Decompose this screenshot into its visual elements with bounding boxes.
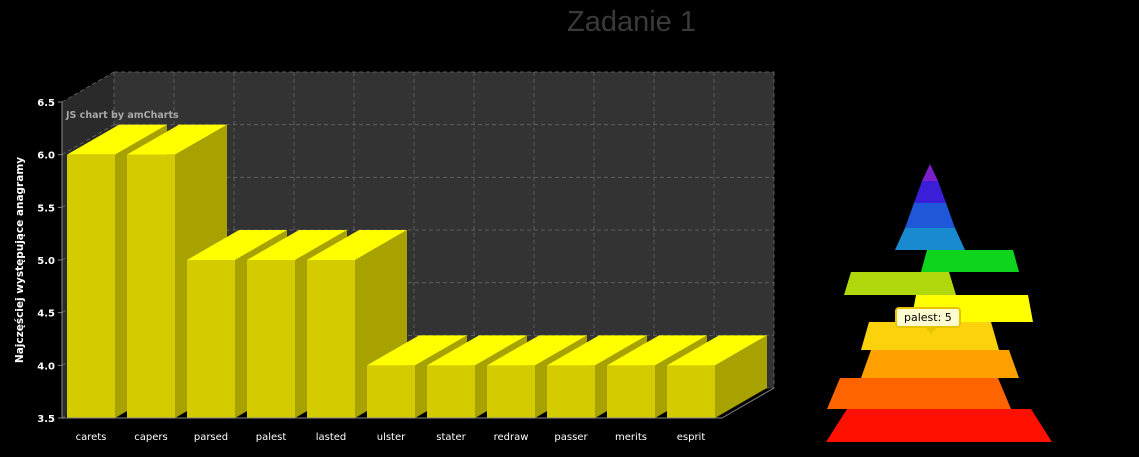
bar-top[interactable] [127,124,227,155]
x-axis: carets capers parsed palest lasted ulster stat… [62,387,775,443]
x-tick-label: stater [436,432,466,443]
x-tick-label: merits [615,432,647,443]
credit-text[interactable]: JS chart by amCharts [65,110,179,121]
y-tick-label: 4.5 [37,309,55,320]
pyramid-slice[interactable] [861,322,999,350]
pyramid-slice[interactable] [921,250,1019,272]
x-tick-label: ulster [377,432,406,443]
bar-front[interactable] [247,260,295,418]
bar-top[interactable] [247,230,347,260]
bar-top[interactable] [367,335,467,366]
y-axis: 3.5 4.0 4.5 5.0 5.5 6.0 6.5 [37,98,63,425]
bar-front[interactable] [427,365,475,418]
x-tick-label: lasted [316,432,347,443]
pyramid-tooltip: palest: 5 [895,307,961,334]
grid-line [61,71,115,103]
bar-esprit[interactable] [667,335,767,418]
bar-front[interactable] [367,365,415,418]
bar-top[interactable] [547,335,647,366]
bar-front[interactable] [307,260,355,418]
y-tick-label: 6.5 [37,98,55,109]
bar-front[interactable] [67,154,115,418]
y-tick-label: 5.5 [37,203,55,214]
pyramid-slices [826,164,1052,442]
bar-front[interactable] [607,365,655,418]
x-axis-depth-line [721,387,775,419]
x-tick-label: passer [554,432,588,443]
bar-side[interactable] [715,335,767,418]
pyramid-slice[interactable] [895,228,965,250]
pyramid-chart [826,164,1052,442]
bar-top[interactable] [667,335,767,366]
pyramid-slice[interactable] [914,181,946,203]
x-tick-label: carets [76,432,107,443]
bar-top[interactable] [67,124,167,155]
page-title: Zadanie 1 [567,6,696,38]
bar-front[interactable] [187,260,235,418]
y-axis-title: Najczęściej występujące anagramy [14,157,26,363]
y-tick-label: 6.0 [37,151,55,162]
bar-top[interactable] [307,230,407,260]
bar-top[interactable] [607,335,707,366]
grid-line [61,124,115,156]
x-tick-label: capers [134,432,167,443]
bar-top[interactable] [427,335,527,366]
pyramid-slice[interactable] [861,350,1019,378]
bar-top[interactable] [487,335,587,366]
y-tick-label: 3.5 [37,414,55,425]
bar-front[interactable] [127,154,175,418]
bars [67,124,767,419]
pyramid-slice[interactable] [826,409,1052,442]
y-tick-label: 5.0 [37,256,55,267]
bar-front[interactable] [487,365,535,418]
bar-top[interactable] [187,230,287,260]
x-tick-label: esprit [677,432,706,443]
bar-front[interactable] [667,365,715,418]
pyramid-slice[interactable] [922,164,938,181]
y-tick-label: 4.0 [37,361,55,372]
x-tick-label: parsed [194,432,228,443]
pyramid-slice[interactable] [827,378,1011,409]
bar-chart: 3.5 4.0 4.5 5.0 5.5 6.0 6.5 carets capers parsed… [14,71,775,443]
pyramid-slice[interactable] [905,203,955,228]
bar-front[interactable] [547,365,595,418]
x-tick-label: palest [256,432,287,443]
x-tick-label: redraw [494,432,529,443]
pyramid-slice[interactable] [844,272,956,295]
